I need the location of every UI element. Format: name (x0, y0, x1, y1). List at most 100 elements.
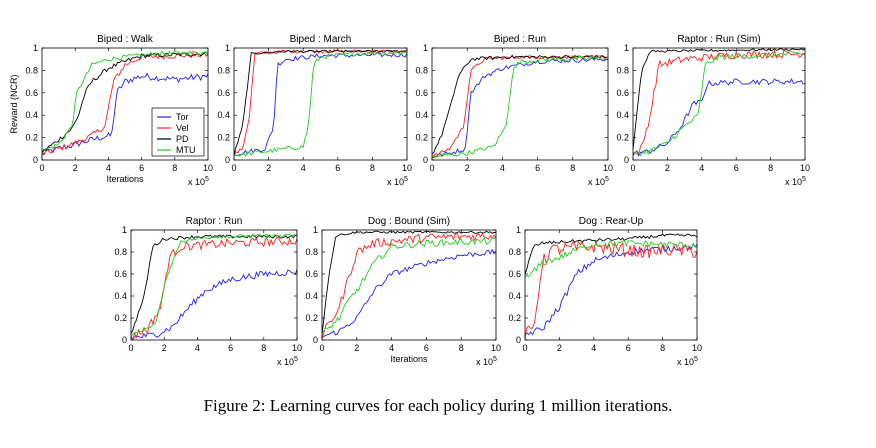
x-tick-label: 8 (172, 163, 177, 173)
y-tick-label: 0.4 (415, 110, 428, 120)
x-tick-label: 2 (162, 343, 167, 353)
series-line-mtu (432, 56, 608, 158)
series-line-mtu (633, 50, 805, 157)
legend-entry: PD (176, 134, 189, 144)
y-tick-label: 1 (225, 43, 230, 53)
x-multiplier: x 105 (277, 356, 298, 367)
series-line-blue (131, 269, 297, 340)
y-tick-label: 0.2 (305, 313, 318, 323)
x-tick-label: 8 (459, 343, 464, 353)
x-tick-label: 10 (800, 163, 810, 173)
y-tick-label: 0 (624, 155, 629, 165)
series-line-mtu (42, 50, 208, 154)
x-tick-label: 10 (603, 163, 613, 173)
x-tick-label: 6 (228, 343, 233, 353)
chart-panel-4: Raptor : Run (Sim) 0 2 4 6 8 10 0 0.2 0.4 0.6 0.8 1 x… (616, 34, 810, 187)
y-tick-label: 0.6 (508, 269, 521, 279)
x-tick-label: 6 (424, 343, 429, 353)
x-tick-label: 4 (699, 163, 704, 173)
series-line-vel (131, 237, 297, 340)
x-multiplier: x 105 (476, 356, 497, 367)
chart-panel-2: Biped : March 0 2 4 6 8 10 0 0.2 0.4 0.6 0.8 1 x 105 (217, 34, 412, 187)
figure-caption: Figure 2: Learning curves for each polic… (203, 396, 673, 415)
series-line-pd (234, 49, 407, 156)
y-tick-label: 0.8 (114, 247, 127, 257)
y-tick-label: 0 (423, 155, 428, 165)
x-tick-label: 8 (768, 163, 773, 173)
x-tick-label: 8 (570, 163, 575, 173)
y-tick-label: 0.6 (114, 269, 127, 279)
plot-frame (321, 229, 497, 341)
series-line-pd (432, 54, 608, 155)
x-tick-label: 0 (231, 163, 236, 173)
series-line-blue (633, 78, 805, 157)
x-multiplier: x 105 (785, 176, 806, 187)
series-line-tor (42, 72, 208, 155)
y-tick-label: 0.6 (305, 269, 318, 279)
plot-frame (524, 229, 698, 341)
y-tick-label: 0.2 (415, 133, 428, 143)
series-line-vel (432, 54, 608, 159)
x-tick-label: 0 (319, 343, 324, 353)
y-tick-label: 0.4 (616, 110, 629, 120)
x-tick-label: 10 (203, 163, 213, 173)
y-tick-label: 0.4 (114, 291, 127, 301)
series-line-blue (234, 52, 407, 156)
series-line-blue (525, 242, 697, 336)
series-line-vel (633, 48, 805, 156)
series-line-pd (322, 230, 496, 336)
x-tick-label: 2 (354, 343, 359, 353)
chart-panel-3: Biped : Run 0 2 4 6 8 10 0 0.2 0.4 0.6 0.8 1 x 105 (415, 34, 613, 187)
x-axis-label: Iterations (106, 174, 144, 184)
x-tick-label: 0 (429, 163, 434, 173)
x-tick-label: 4 (591, 343, 596, 353)
x-tick-label: 10 (491, 343, 501, 353)
chart-title: Dog : Bound (Sim) (368, 216, 450, 227)
x-tick-label: 2 (465, 163, 470, 173)
series-line-blue (432, 56, 608, 158)
x-tick-label: 8 (660, 343, 665, 353)
legend-entry: Tor (176, 112, 189, 122)
x-tick-label: 6 (535, 163, 540, 173)
series-line-pd (131, 234, 297, 334)
plot-frame (431, 47, 609, 161)
series-line-mtu (322, 237, 496, 334)
y-tick-label: 0.8 (25, 65, 38, 75)
y-tick-label: 0 (313, 335, 318, 345)
y-tick-label: 0.8 (616, 65, 629, 75)
legend-entry: Vel (176, 123, 189, 133)
x-tick-label: 10 (402, 163, 412, 173)
y-tick-label: 0.6 (415, 88, 428, 98)
series-line-pd (42, 51, 208, 154)
x-tick-label: 2 (665, 163, 670, 173)
y-tick-label: 0.2 (508, 313, 521, 323)
y-tick-label: 0.8 (508, 247, 521, 257)
x-multiplier: x 105 (588, 176, 609, 187)
y-tick-label: 1 (624, 43, 629, 53)
chart-panel-5: Raptor : Run 0 2 4 6 8 10 0 0.2 0.4 0.6 0.8 1 x 105 (114, 216, 302, 367)
plot-frame (233, 47, 408, 161)
x-tick-label: 6 (139, 163, 144, 173)
y-tick-label: 0.8 (217, 65, 230, 75)
y-tick-label: 0.2 (217, 133, 230, 143)
x-multiplier: x 105 (387, 176, 408, 187)
x-tick-label: 4 (301, 163, 306, 173)
x-tick-label: 2 (266, 163, 271, 173)
y-tick-label: 0.2 (616, 133, 629, 143)
y-tick-label: 0 (33, 155, 38, 165)
y-tick-label: 0 (516, 335, 521, 345)
x-tick-label: 6 (734, 163, 739, 173)
chart-title: Raptor : Run (Sim) (677, 34, 760, 45)
y-tick-label: 0.2 (25, 133, 38, 143)
x-tick-label: 2 (557, 343, 562, 353)
y-tick-label: 0.8 (305, 247, 318, 257)
series-line-pd (633, 48, 805, 150)
y-tick-label: 1 (423, 43, 428, 53)
series-line-vel (525, 239, 697, 340)
y-tick-label: 0.2 (114, 313, 127, 323)
x-multiplier: x 105 (677, 356, 698, 367)
series-line-mtu (234, 50, 407, 157)
series-line-vel (234, 49, 407, 156)
x-tick-label: 4 (195, 343, 200, 353)
